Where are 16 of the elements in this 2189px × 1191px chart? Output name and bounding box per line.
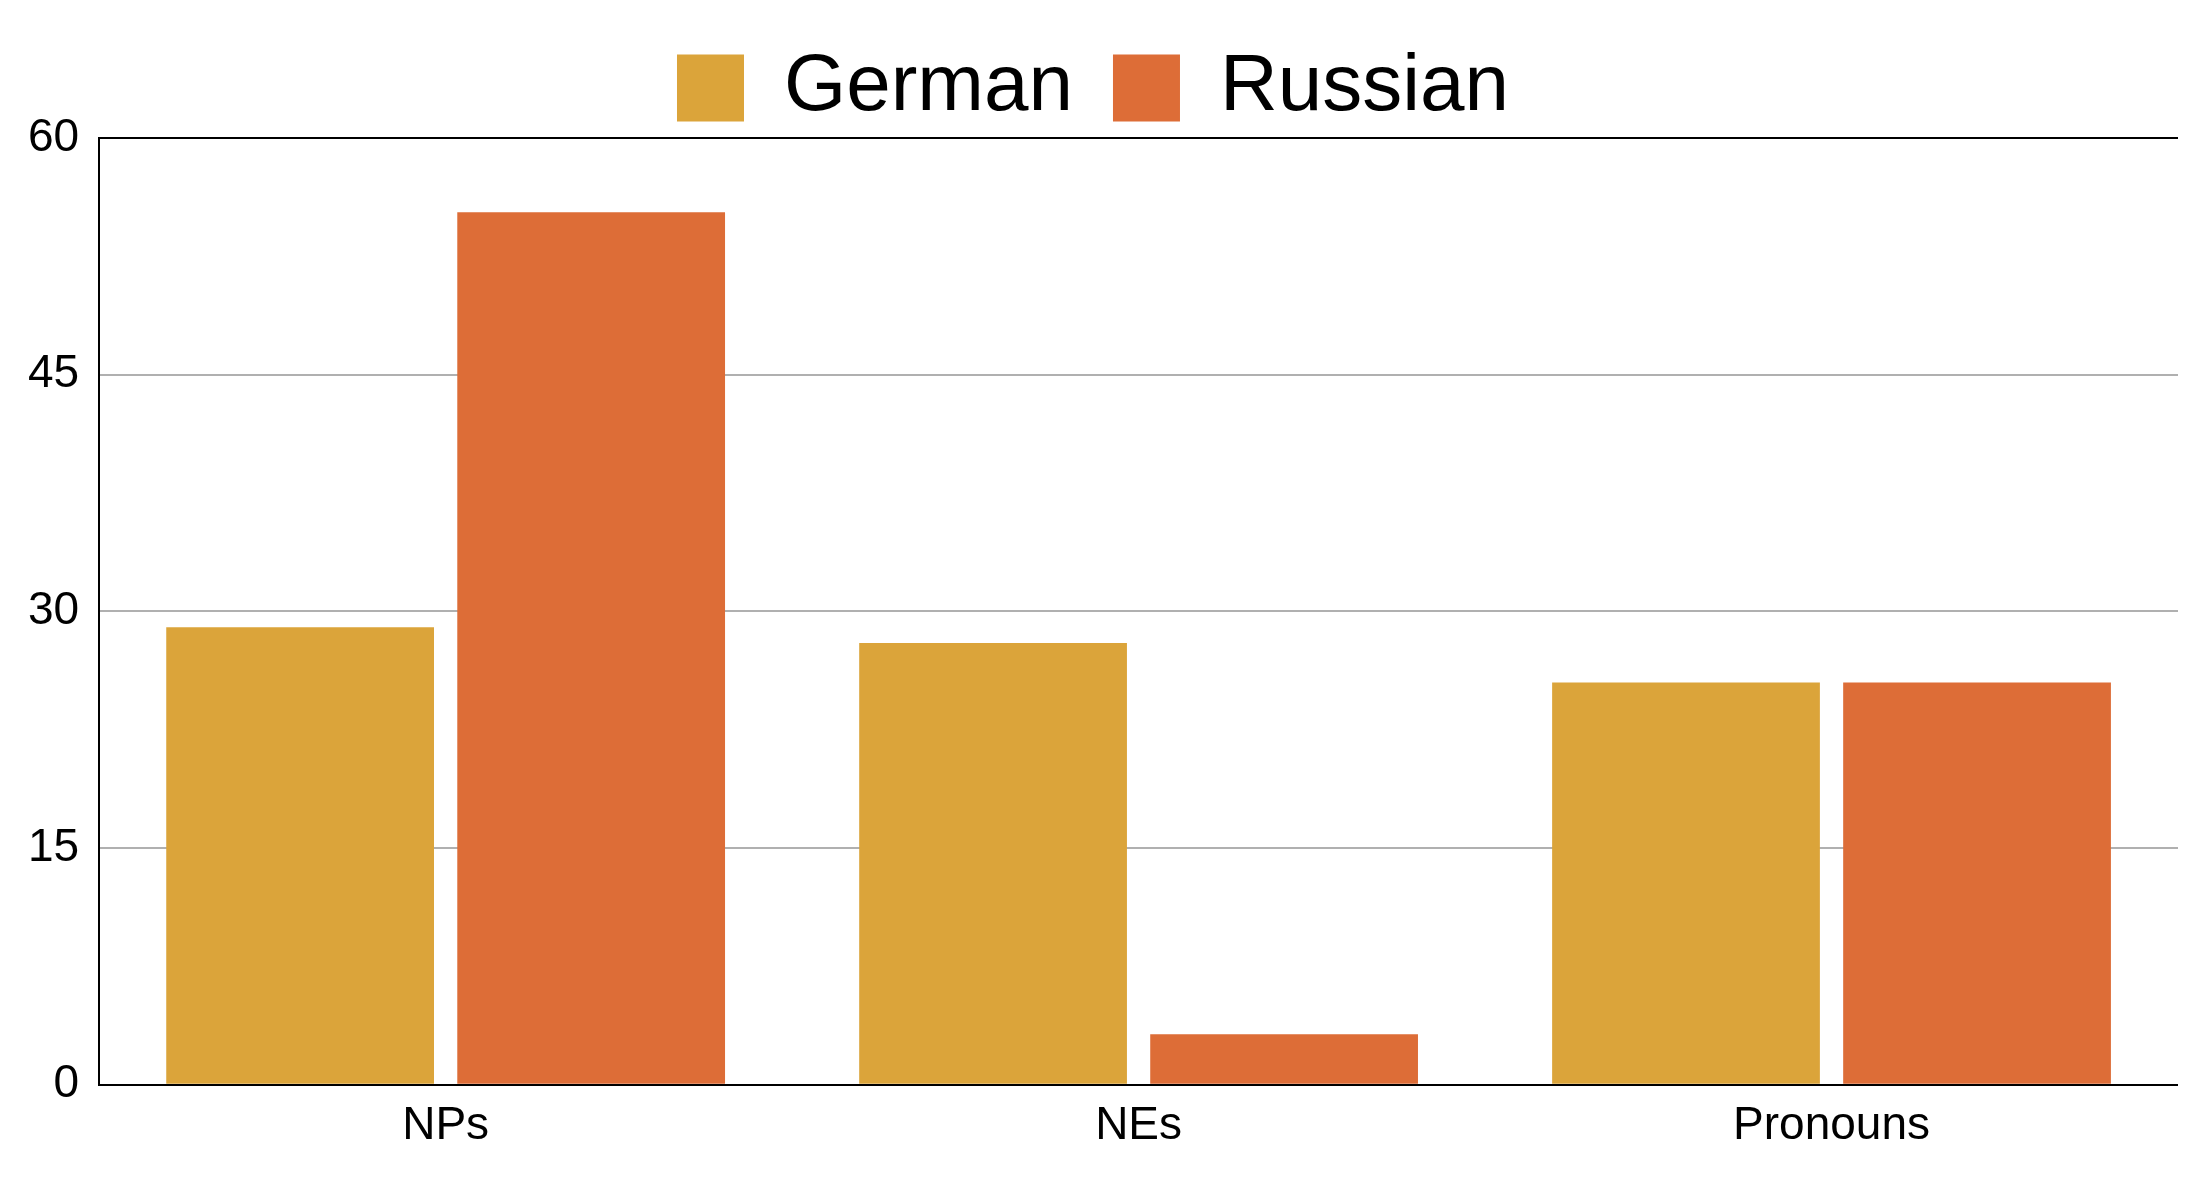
y-tick-label: 30 [27,582,80,635]
y-tick-label: 15 [27,818,80,871]
y-tick-label: 0 [53,1055,80,1108]
bar [1552,682,1820,1084]
bar [457,212,726,1084]
bar [166,627,434,1084]
y-tick-label: 45 [27,345,80,398]
y-tick-label: 60 [27,108,80,161]
bar [1150,1034,1418,1084]
legend-label: German [784,38,1073,128]
bar [859,642,1127,1084]
legend-label: Russian [1219,38,1510,128]
x-tick-label: NPs [402,1097,490,1150]
bar [1843,682,2111,1084]
x-tick-label: NEs [1095,1097,1183,1150]
x-tick-label: Pronouns [1733,1097,1930,1150]
